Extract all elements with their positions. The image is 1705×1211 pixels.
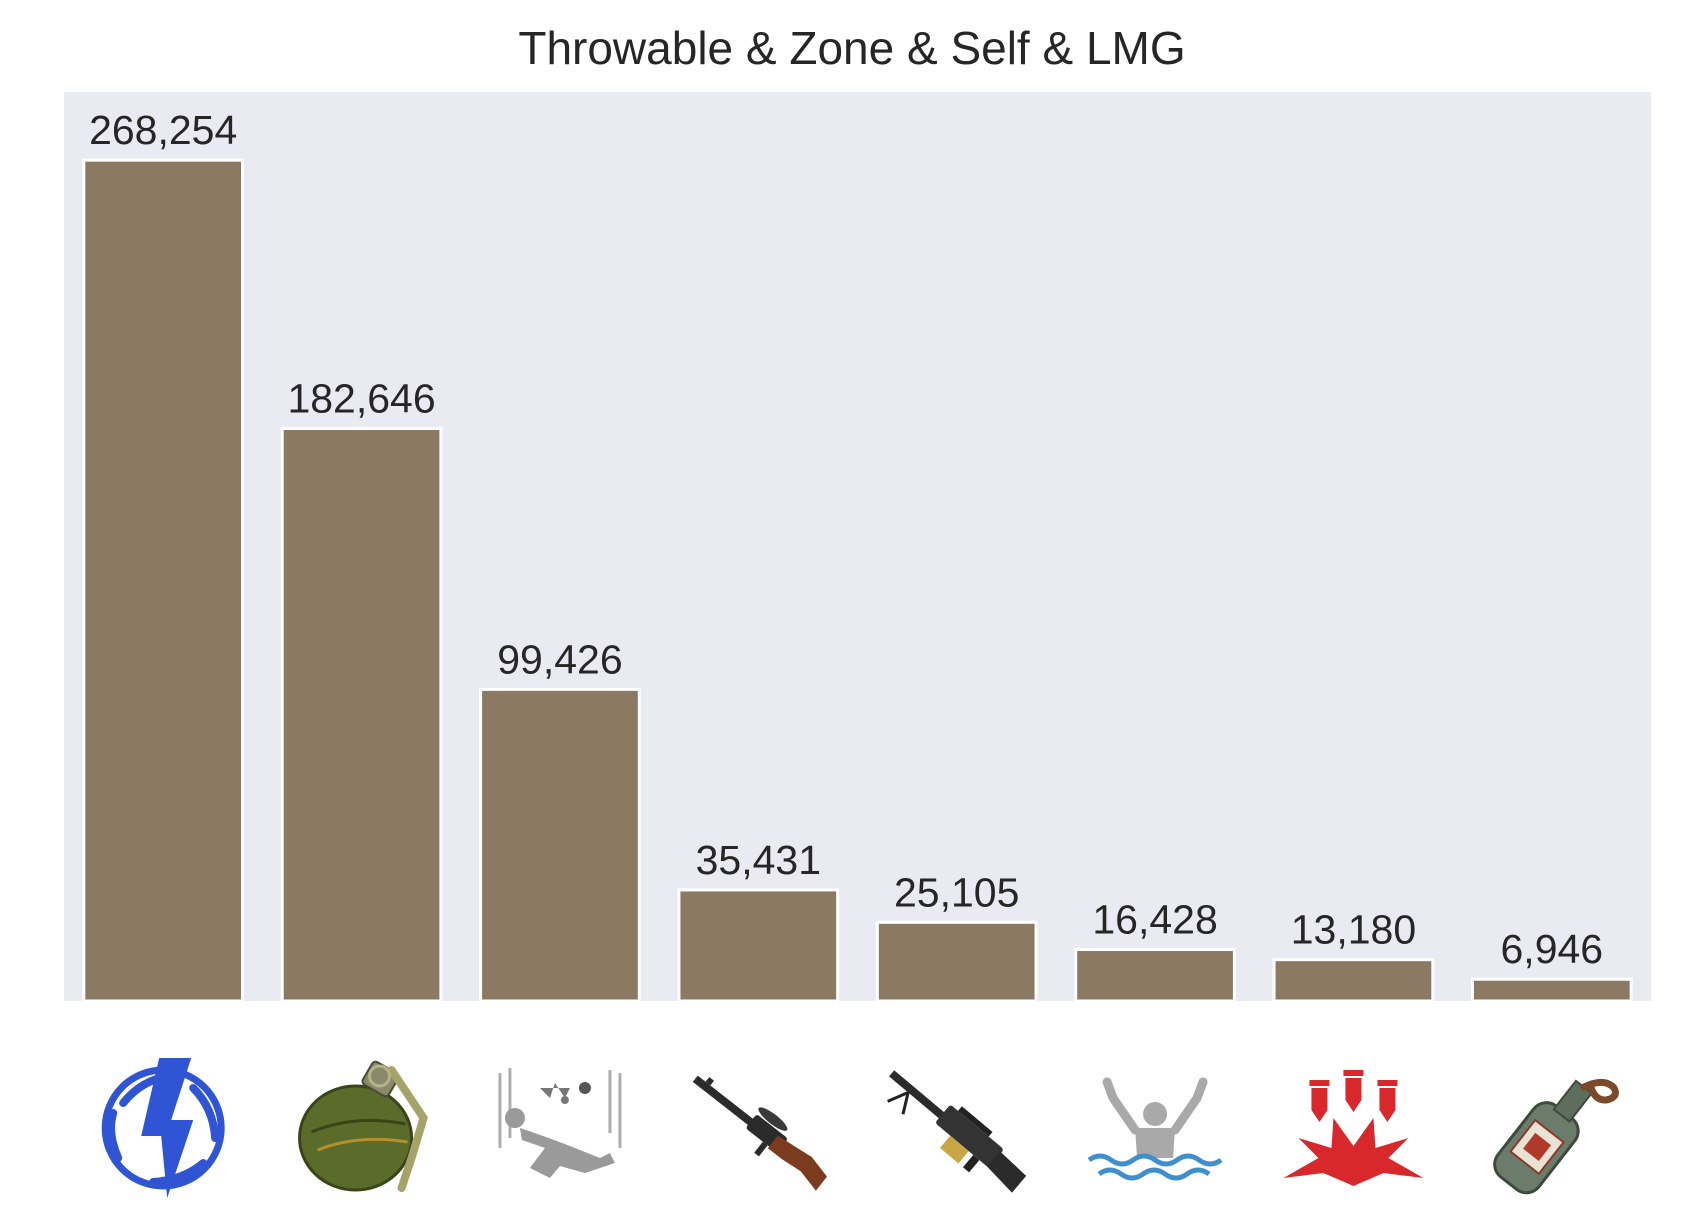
m249-lmg-icon — [887, 1070, 1027, 1193]
data-label: 182,646 — [287, 376, 435, 422]
dp28-lmg-icon — [692, 1075, 827, 1191]
molotov-icon — [1493, 1078, 1619, 1195]
bar — [875, 920, 1038, 1003]
bluezone-icon — [101, 1058, 225, 1198]
data-label-group: 268,254 182,646 99,426 35,431 25,105 16,428 13… — [89, 107, 1603, 972]
drowning-icon — [1087, 1077, 1223, 1181]
bar-group — [82, 158, 1633, 1003]
chart-title: Throwable & Zone & Self & LMG — [518, 22, 1185, 74]
data-label: 268,254 — [89, 107, 237, 153]
bar — [1272, 958, 1435, 1003]
bar — [280, 427, 443, 1003]
grenade-icon — [298, 1060, 428, 1192]
falling-icon — [498, 1068, 622, 1178]
data-label: 35,431 — [696, 837, 821, 883]
data-label: 6,946 — [1501, 926, 1604, 972]
bar — [1074, 948, 1236, 1003]
bar — [1470, 977, 1633, 1003]
redzone-icon — [1283, 1070, 1424, 1186]
data-label: 99,426 — [497, 636, 622, 682]
data-label: 13,180 — [1291, 907, 1416, 953]
bar — [677, 888, 840, 1003]
data-label: 25,105 — [894, 869, 1019, 915]
data-label: 16,428 — [1092, 897, 1217, 943]
category-icon-group — [101, 1058, 1619, 1198]
bar — [82, 158, 245, 1003]
bar — [479, 687, 641, 1003]
